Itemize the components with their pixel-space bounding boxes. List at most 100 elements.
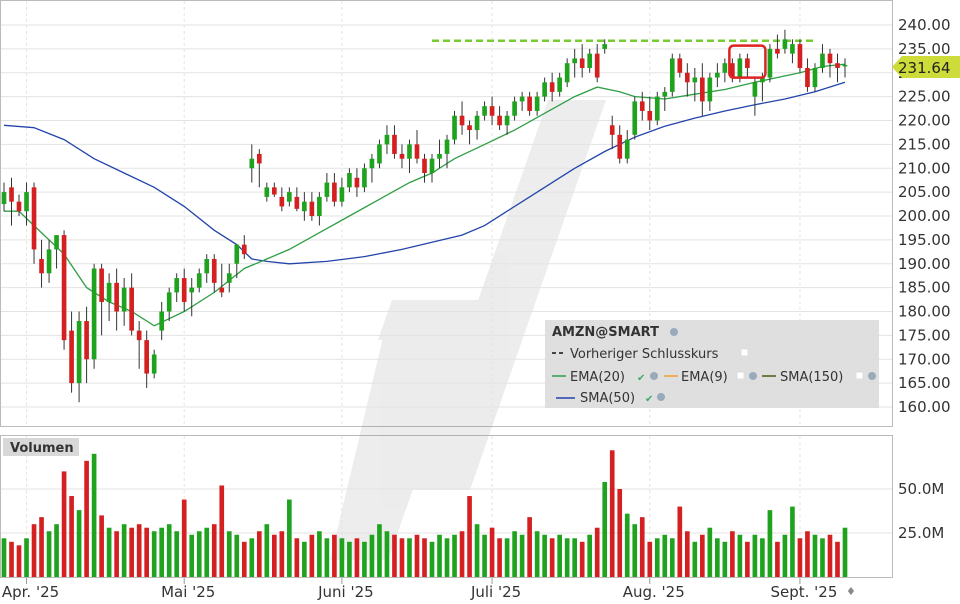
candle-body [812, 67, 818, 88]
candle-body [129, 287, 134, 331]
candle-body [497, 115, 502, 126]
volume-bar [444, 538, 450, 577]
volume-bar [204, 527, 210, 577]
price-tick-label: 220.00 [898, 112, 951, 130]
candle-body [617, 134, 623, 159]
volume-bar [639, 517, 645, 577]
volume-bar [294, 538, 300, 577]
candle-body [302, 201, 307, 212]
legend-prev-close-toggle[interactable] [740, 348, 749, 357]
volume-bar [482, 534, 487, 577]
candle-body [91, 268, 97, 360]
volume-bar [812, 534, 818, 577]
candle-body [767, 48, 773, 78]
volume-bar [279, 531, 285, 577]
volume-bar [542, 534, 547, 577]
volume-bar [174, 531, 180, 577]
candle-body [174, 278, 180, 293]
candle-body [189, 287, 195, 293]
volume-bar [737, 534, 743, 577]
candle-body [144, 340, 149, 374]
candle-body [324, 182, 330, 197]
candle-body [166, 292, 172, 312]
volume-bar [775, 541, 780, 577]
grid-lines [1, 1, 892, 577]
volume-bar [339, 538, 345, 577]
candle-body [835, 63, 840, 68]
scroll-right-icon[interactable]: ♦ [846, 585, 856, 598]
candle-body [587, 53, 593, 68]
legend-sma50-settings-icon[interactable] [657, 393, 665, 401]
watermark-logo [330, 100, 606, 560]
legend-sma150-toggle[interactable] [855, 371, 864, 380]
legend-ema20-check-icon[interactable]: ✔ [637, 373, 645, 384]
candle-body [219, 287, 225, 293]
volume-bar [489, 527, 495, 577]
candle-body [339, 187, 345, 202]
candle-body [362, 168, 367, 188]
candle-body [204, 258, 210, 274]
volume-bar [211, 524, 217, 577]
candle-body [564, 63, 570, 83]
candle-body [557, 77, 562, 92]
volume-bar [654, 538, 660, 577]
price-tick-label: 210.00 [898, 159, 951, 177]
candle-body [279, 196, 285, 207]
volume-bar [144, 527, 149, 577]
volume-bar [842, 527, 848, 577]
price-tick-label: 205.00 [898, 183, 951, 201]
volume-bar [602, 481, 608, 577]
last-price-tag: 231.64 [892, 56, 960, 78]
volume-bar [16, 545, 22, 577]
legend-ema20-settings-icon[interactable] [650, 372, 658, 380]
volume-bar [249, 538, 255, 577]
legend-sma50-check-icon[interactable]: ✔ [645, 394, 653, 405]
volume-bar [677, 506, 683, 577]
candle-body [24, 192, 29, 212]
volume-bar [797, 538, 803, 577]
legend-ema9-settings-icon[interactable] [749, 372, 757, 380]
candle-body [512, 101, 517, 116]
volume-bar [399, 538, 405, 577]
volume-bar [504, 538, 510, 577]
volume-bar [324, 538, 330, 577]
legend-settings-icon[interactable] [670, 328, 678, 336]
volume-bar [760, 538, 765, 577]
volume-bar [715, 538, 720, 577]
candle-body [414, 144, 420, 159]
candle-body [782, 39, 788, 49]
volume-bar [572, 538, 578, 577]
candle-body [805, 67, 810, 88]
legend-sma150-settings-icon[interactable] [868, 372, 876, 380]
candle-body [287, 192, 292, 202]
candle-body [317, 196, 322, 216]
legend-title: AMZN@SMART [552, 325, 659, 340]
candle-body [422, 158, 427, 174]
candle-body [572, 58, 578, 64]
candle-body [69, 330, 74, 384]
price-tick-label: 185.00 [898, 279, 951, 297]
candle-body [730, 63, 735, 78]
candle-body [76, 321, 82, 384]
candle-body [399, 153, 405, 159]
volume-bar [407, 538, 412, 577]
candle-body [842, 64, 848, 67]
candle-body [354, 177, 360, 188]
candle-body [332, 182, 337, 202]
volume-bar [377, 524, 382, 577]
candle-body [106, 282, 112, 302]
volume-bar [549, 538, 555, 577]
legend-ema9-toggle[interactable] [736, 371, 745, 380]
volume-bar [166, 524, 172, 577]
volume-bar [632, 524, 638, 577]
volume-bar [189, 534, 195, 577]
volume-bar [129, 527, 134, 577]
candle-body [820, 53, 825, 68]
candle-body [39, 258, 44, 274]
volume-bar [226, 531, 232, 577]
volume-bar [519, 534, 525, 577]
volume-bar [99, 515, 104, 577]
volume-bar [624, 513, 630, 577]
volume-bar [692, 541, 698, 577]
